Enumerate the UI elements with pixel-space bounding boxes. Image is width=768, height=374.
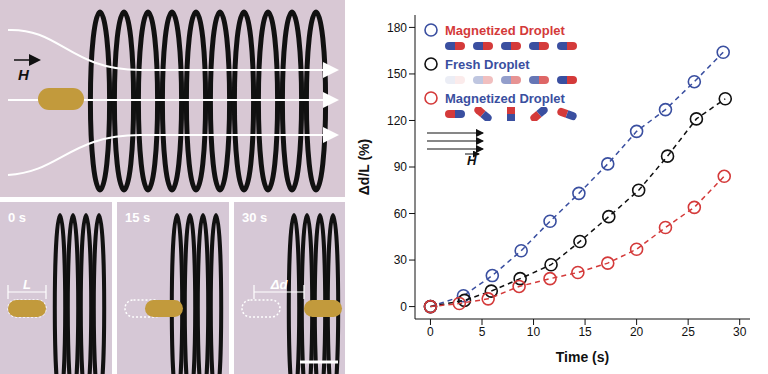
svg-text:10: 10 [527, 325, 541, 339]
svg-text:60: 60 [394, 207, 408, 221]
svg-text:30: 30 [733, 325, 747, 339]
svg-text:90: 90 [394, 160, 408, 174]
svg-text:25: 25 [681, 325, 695, 339]
svg-text:30: 30 [394, 253, 408, 267]
html-text:Magnetized Droplet: Magnetized Droplet [445, 22, 565, 38]
html-text:Fresh Droplet: Fresh Droplet [445, 56, 530, 72]
html-text:Magnetized Droplet: Magnetized Droplet [445, 90, 565, 106]
svg-text:Δd: Δd [270, 277, 289, 292]
svg-text:0: 0 [427, 325, 434, 339]
svg-text:20: 20 [630, 325, 644, 339]
svg-text:5: 5 [479, 325, 486, 339]
svg-text:0 s: 0 s [8, 210, 26, 225]
svg-text:120: 120 [387, 114, 407, 128]
svg-text:15 s: 15 s [125, 210, 150, 225]
html-text:H: H [467, 153, 477, 168]
svg-text:180: 180 [387, 21, 407, 35]
svg-text:Δd/L (%): Δd/L (%) [356, 139, 372, 195]
svg-text:30 s: 30 s [242, 210, 267, 225]
svg-text:L: L [23, 277, 31, 292]
svg-text:Time (s): Time (s) [556, 349, 609, 365]
svg-text:150: 150 [387, 67, 407, 81]
svg-text:H: H [18, 66, 30, 83]
svg-text:0: 0 [400, 300, 407, 314]
svg-text:15: 15 [578, 325, 592, 339]
